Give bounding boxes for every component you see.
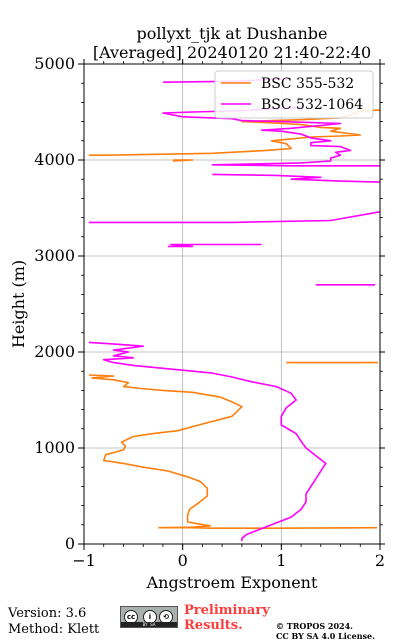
series-layer — [88, 77, 380, 542]
series-line-2 — [88, 211, 380, 224]
series-line-1 — [88, 374, 378, 530]
preliminary-line2: Results. — [184, 618, 243, 633]
x-axis-label: Angstroem Exponent — [146, 573, 318, 592]
y-tick-label: 2000 — [34, 342, 75, 361]
x-tick-label: 1 — [276, 551, 286, 570]
chart-title-line2: [Averaged] 20240120 21:40-22:40 — [93, 43, 371, 62]
series-line-2 — [162, 106, 380, 167]
legend-label: BSC 355-532 — [261, 76, 354, 92]
series-line-1 — [172, 159, 194, 162]
y-tick-label: 0 — [65, 534, 75, 553]
x-tick-label: −1 — [72, 551, 96, 570]
preliminary-line1: Preliminary — [184, 603, 270, 618]
y-axis-label: Height (m) — [9, 260, 28, 348]
y-tick-label: 4000 — [34, 150, 75, 169]
series-2 — [88, 77, 380, 542]
series-1 — [88, 109, 380, 530]
preliminary-label: Preliminary Results. — [184, 603, 270, 633]
copyright-text: © TROPOS 2024. — [276, 621, 353, 631]
y-tick-label: 3000 — [34, 246, 75, 265]
y-tick-label: 1000 — [34, 438, 75, 457]
series-line-2 — [167, 243, 262, 248]
series-line-2 — [212, 173, 380, 183]
license-text: CC BY SA 4.0 License. — [276, 631, 375, 641]
x-tick-label: 0 — [178, 551, 188, 570]
legend-label: BSC 532-1064 — [261, 97, 363, 113]
cc-license-badge: cc i ⟲ BY SA — [120, 606, 178, 628]
y-tick-label: 5000 — [34, 54, 75, 73]
cc-badge-strip: BY SA — [121, 622, 177, 627]
x-tick-label: 2 — [375, 551, 385, 570]
series-line-2 — [88, 341, 327, 542]
version-label: Version: 3.6 — [8, 606, 87, 621]
chart-title-line1: pollyxt_tjk at Dushanbe — [136, 24, 327, 43]
license-block: © TROPOS 2024. CC BY SA 4.0 License. — [276, 621, 375, 641]
legend-box — [214, 70, 374, 119]
method-label: Method: Klett — [8, 622, 100, 637]
legend: BSC 355-532 BSC 532-1064 — [214, 70, 374, 119]
plot-frame — [83, 63, 381, 545]
series-line-1 — [88, 109, 380, 156]
